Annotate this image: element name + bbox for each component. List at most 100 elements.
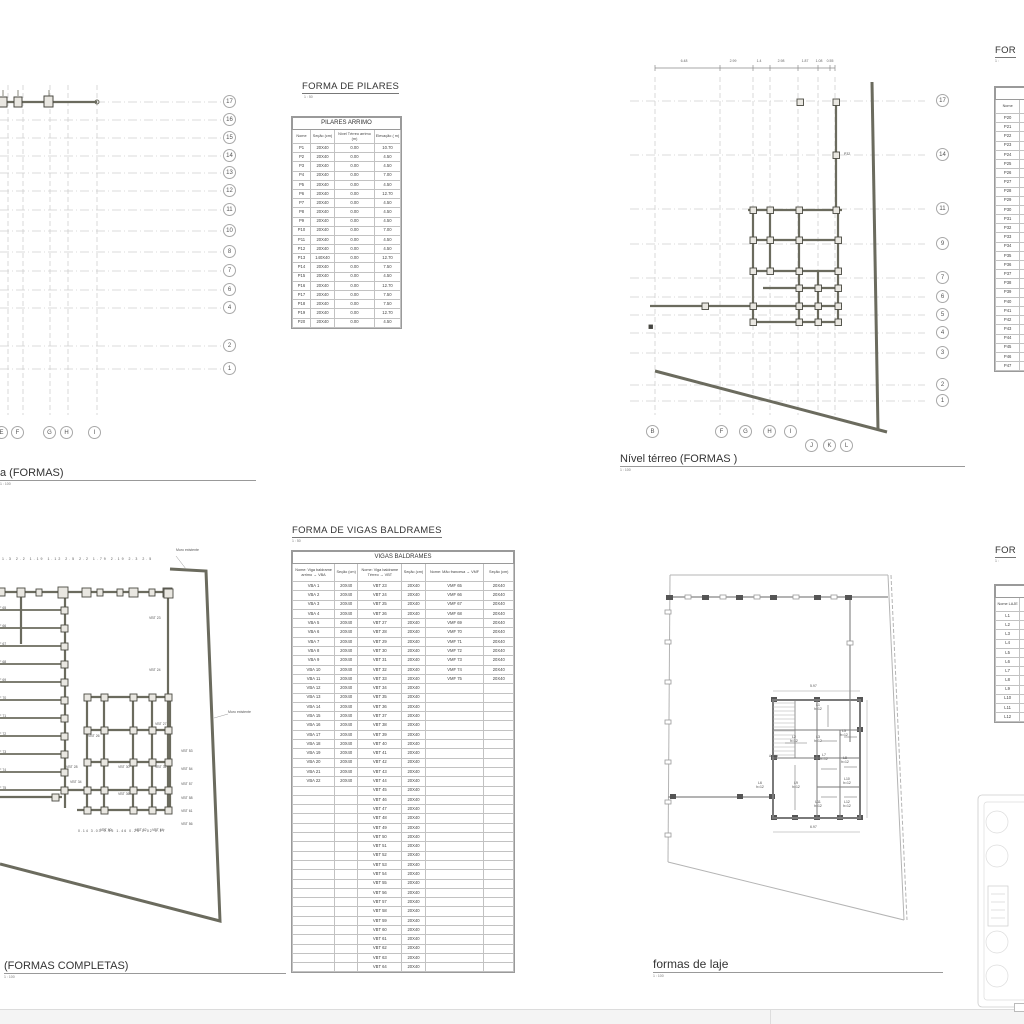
view-title-text: a (FORMAS) xyxy=(0,467,64,479)
table-row: P15 20X40 0.00 4.50 xyxy=(292,271,401,282)
table-row: P34 xyxy=(994,241,1024,252)
laje-dim-lines xyxy=(773,690,868,833)
slab-label: L6 h=12 xyxy=(756,781,764,790)
table-row: VBT 59 20X40 xyxy=(291,915,514,927)
beam-label: VMF 65 xyxy=(0,606,7,610)
view-title-text: (FORMAS COMPLETAS) xyxy=(4,960,129,972)
terreo-plan-drawing xyxy=(630,65,925,434)
column-header: Seção (cm) xyxy=(334,563,359,582)
table-row: VBA 14 20X40 VBT 36 20X40 xyxy=(291,701,514,713)
column-header: Nome xyxy=(994,99,1021,114)
table-row: VBA 1 20X40 VBT 23 20X40 VMF 65 20X40 xyxy=(291,580,514,592)
grid-bubble: I xyxy=(88,426,101,439)
laje-plan-drawing xyxy=(664,574,908,921)
table-title: PILARES ARRIMO xyxy=(292,117,401,130)
beam-label: VBT 32 xyxy=(155,765,167,769)
table-row: P4 20X40 0.00 7.00 xyxy=(292,170,401,181)
forma-de-vigas-section: FORMA DE VIGAS BALDRAMES 1 : 50 VIGAS BA… xyxy=(291,520,515,974)
section-title: FORMA DE PILARES xyxy=(302,81,400,94)
table-row: VBA 3 20X40 VBT 25 20X40 VMF 67 20X40 xyxy=(291,599,514,610)
dimension-value: 5.97 xyxy=(810,684,817,688)
sheet-bottom-band xyxy=(0,1009,1024,1024)
table-row: P6 20X40 0.00 12.70 xyxy=(292,188,401,200)
table-row: VBA 8 20X40 VBT 30 20X40 VMF 72 20X40 xyxy=(291,646,514,657)
beam-label: VBT 57 xyxy=(181,782,193,786)
table-row: P5 20X40 0.00 4.50 xyxy=(292,179,401,190)
table-row: P33 xyxy=(994,232,1024,243)
vigas-baldrames-table: VIGAS BALDRAMES Nome: Viga baldrame arri… xyxy=(291,549,515,974)
table-row: P8 20X40 0.00 4.50 xyxy=(292,207,401,218)
beam-label: VBT 53 xyxy=(181,749,193,753)
section-title: FOR xyxy=(995,545,1016,558)
grid-bubble: F xyxy=(715,425,728,438)
table-row: VBA 16 20X40 VBT 38 20X40 xyxy=(291,720,514,731)
section-scale: 1 : xyxy=(995,559,999,563)
table-row: P20 xyxy=(994,112,1024,124)
table-row: L4 xyxy=(994,638,1024,649)
table-row: P13 140X40 0.00 12.70 xyxy=(292,253,401,264)
grid-bubble: I xyxy=(784,425,797,438)
table-row: VBT 45 20X40 xyxy=(291,785,514,796)
table-row: VBT 56 20X40 xyxy=(291,887,514,899)
column-header: Elevação ( m) xyxy=(374,129,401,144)
table-row: VBA 6 20X40 VBT 28 20X40 VMF 70 20X40 xyxy=(291,627,514,638)
band-divider xyxy=(770,1010,771,1024)
grid-bubble: 6 xyxy=(223,283,236,296)
table-row: VBA 2 20X40 VBT 24 20X40 VMF 66 20X40 xyxy=(291,590,514,601)
beam-label: VBT 27 xyxy=(155,722,167,726)
dimension-value: 1.87 xyxy=(801,59,809,63)
table-row: VBT 49 20X40 xyxy=(291,822,514,834)
section-scale: 1 : xyxy=(995,59,999,63)
slab-label: L1 h=12 xyxy=(814,703,822,712)
table-row: VBT 55 20X40 xyxy=(291,878,514,889)
table-row: VBT 52 20X40 xyxy=(291,850,514,861)
formas-de-laje-plan-view: L1 h=12 L2 h=12 L3 h=12 L5 h=12 L6 h=12 L7 h=12 L8 h=… xyxy=(645,555,945,1000)
beam-label: VBT 64 xyxy=(152,828,164,832)
dimension-value: 6.48 xyxy=(680,59,688,63)
pilares-cut-table: Nome P20 P21 P22 P23 P24 P25 P26 P27 P28 P29 P30 P3… xyxy=(994,85,1024,373)
dimension-value: 1.4 xyxy=(756,59,762,63)
table-row: VBT 48 20X40 xyxy=(291,813,514,824)
table-row: P28 xyxy=(994,186,1024,197)
section-title: FORMA DE VIGAS BALDRAMES xyxy=(292,525,442,538)
grid-bubble: 2 xyxy=(223,339,236,352)
grid-bubble: 4 xyxy=(936,326,949,339)
note-muro-existente-right: Muro existente xyxy=(228,710,251,714)
slab-label: L8 h=12 xyxy=(841,756,849,765)
beam-label: VMF 67 xyxy=(0,642,7,646)
table-row: P2 20X40 0.00 4.50 xyxy=(292,152,401,163)
table-row: P45 xyxy=(994,342,1024,353)
table-row: VBA 21 20X40 VBT 43 20X40 xyxy=(291,766,514,778)
completas-ribs xyxy=(0,609,65,791)
view-scale: 1 : 100 xyxy=(0,482,11,486)
grid-bubble: 15 xyxy=(223,131,236,144)
table-row: P27 xyxy=(994,177,1024,188)
dimension-value: 0.55 xyxy=(826,59,834,63)
grid-bubble: 14 xyxy=(223,149,236,162)
table-row: L6 xyxy=(994,656,1024,668)
grid-bubble: 17 xyxy=(936,94,949,107)
table-row: VBT 51 20X40 xyxy=(291,841,514,852)
pilares-cut-table-section: FOR 1 : Nome P20 P21 P22 P23 P24 P25 P26 P27 P28… xyxy=(994,40,1024,373)
table-row: VBA 13 20X40 VBT 35 20X40 xyxy=(291,692,514,703)
slab-label: L10 h=12 xyxy=(843,777,851,786)
grid-bubble: 7 xyxy=(223,264,236,277)
grid-bubble: 12 xyxy=(223,184,236,197)
dimension-value: 2.99 xyxy=(729,59,737,63)
table-row: P43 xyxy=(994,324,1024,335)
completas-columns xyxy=(0,586,174,815)
terreo-beams xyxy=(650,102,842,324)
grid-bubble: 1 xyxy=(223,362,236,375)
table-row: P37 xyxy=(994,269,1024,280)
table-row: L1 xyxy=(994,610,1024,622)
grid-bubble: 13 xyxy=(223,166,236,179)
table-row: VBA 9 20X40 VBT 31 20X40 VMF 73 20X40 xyxy=(291,655,514,666)
grid-bubble: J xyxy=(805,439,818,452)
beam-label: VBT 24 xyxy=(149,668,161,672)
column-header: Seção (cm) xyxy=(401,563,426,582)
grid-bubble: 17 xyxy=(223,95,236,108)
cobertura-plan-drawing xyxy=(0,85,222,415)
section-scale: 1 : 50 xyxy=(292,539,301,543)
grid-bubble: G xyxy=(43,426,56,439)
table-row: VBT 58 20X40 xyxy=(291,906,514,917)
